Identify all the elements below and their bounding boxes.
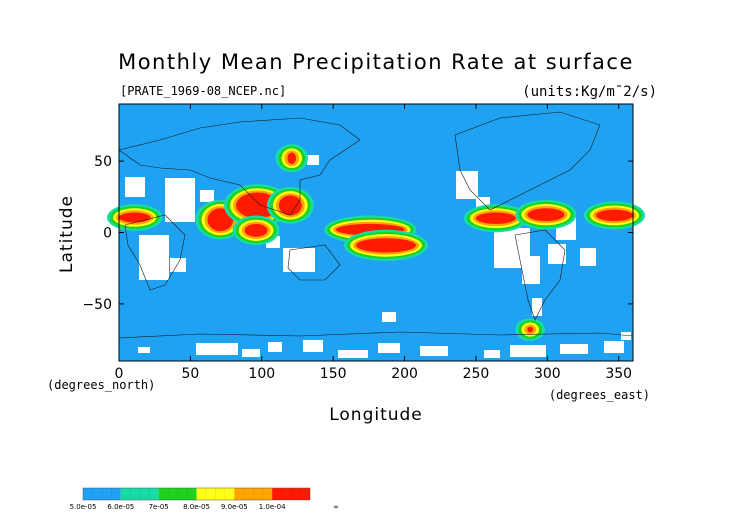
y-unit-label: (degrees_north) <box>47 378 155 392</box>
missing-data-cell <box>200 190 214 202</box>
missing-data-cell <box>560 344 588 354</box>
plot-area <box>107 103 645 362</box>
source-file-label: [PRATE_1969-08_NCEP.nc] <box>120 84 286 98</box>
x-axis-title: Longitude <box>329 405 423 425</box>
missing-data-cell <box>307 155 319 165</box>
missing-data-cell <box>456 171 478 199</box>
missing-data-cell <box>125 177 145 197</box>
precip-region <box>527 208 565 222</box>
y-tick-label: −50 <box>82 297 112 313</box>
missing-data-cell <box>621 332 631 340</box>
coastline-africa <box>124 214 186 291</box>
colorbar-swatch <box>196 488 235 500</box>
missing-data-cell <box>242 349 260 357</box>
colorbar-label: 8.0e-05 <box>183 503 210 511</box>
missing-data-cell <box>604 341 624 353</box>
x-tick-label: 0 <box>115 366 124 382</box>
precip-region <box>287 152 297 164</box>
colorbar-swatch <box>158 488 197 500</box>
coastline-australia <box>287 244 341 281</box>
missing-data-cell <box>303 340 323 352</box>
missing-data-cell <box>510 345 546 357</box>
missing-data-cell <box>532 298 542 316</box>
coastline-north-america <box>454 111 601 211</box>
colorbar-label: 7e-05 <box>149 503 169 511</box>
axis-ticks: 0 50 100 150 200 250 300 350 50 0 −50 <box>82 104 633 382</box>
missing-data-cell <box>484 350 500 358</box>
precip-region <box>527 326 534 333</box>
missing-data-cell <box>420 346 448 356</box>
colorbar-frame <box>82 487 311 501</box>
coastline-antarctica <box>118 331 634 339</box>
missing-data-cell <box>548 244 566 264</box>
precip-region <box>595 209 633 222</box>
missing-data-cell <box>580 248 596 266</box>
colorbar-label: ∞ <box>333 503 339 511</box>
colorbar-label: 5.0e-05 <box>70 503 97 511</box>
y-tick-label: 50 <box>94 154 112 170</box>
chart-title: Monthly Mean Precipitation Rate at surfa… <box>118 50 634 74</box>
precip-region <box>236 192 279 219</box>
x-tick-label: 350 <box>605 366 632 382</box>
precip-region <box>278 195 302 216</box>
x-tick-label: 50 <box>181 366 199 382</box>
colorbar-swatch <box>120 488 159 500</box>
x-unit-label: (degrees_east) <box>549 388 650 402</box>
units-label: (units:Kg/m¯2/s) <box>522 84 657 100</box>
missing-data-cell <box>378 343 400 353</box>
colorbar-label: 9.0e-05 <box>221 503 248 511</box>
precip-region <box>118 212 151 223</box>
colorbar-swatch <box>272 488 310 500</box>
precip-region <box>244 223 268 237</box>
colorbar-legend: 5.0e-05 6.0e-05 7e-05 8.0e-05 9.0e-05 1.0e-04… <box>70 487 339 511</box>
missing-data-cell <box>139 235 169 280</box>
missing-data-cell <box>283 248 315 272</box>
precip-region <box>207 208 234 232</box>
y-axis-title: Latitude <box>57 195 77 273</box>
x-tick-label: 200 <box>391 366 418 382</box>
y-tick-label: 0 <box>103 226 112 242</box>
x-tick-label: 150 <box>320 366 347 382</box>
colorbar-swatch <box>234 488 273 500</box>
missing-data-cell <box>338 350 368 358</box>
colorbar-label: 6.0e-05 <box>107 503 134 511</box>
colorbar-label: 1.0e-04 <box>259 503 286 511</box>
missing-data-cell <box>170 258 186 272</box>
precip-region <box>475 212 516 224</box>
colorbar-swatch <box>83 488 121 500</box>
missing-data-cell <box>382 312 396 322</box>
x-tick-label: 100 <box>248 366 275 382</box>
missing-data-cell <box>476 197 490 207</box>
missing-data-cell <box>165 178 195 222</box>
missing-data-cell <box>268 342 282 352</box>
coastline-south-america <box>514 229 566 321</box>
missing-data-cell <box>138 347 150 353</box>
precip-region <box>356 238 416 253</box>
coastline-eurasia <box>118 117 361 216</box>
missing-data-cell <box>196 343 238 355</box>
x-tick-label: 250 <box>463 366 490 382</box>
missing-data-cell <box>522 256 540 284</box>
x-tick-label: 300 <box>534 366 561 382</box>
